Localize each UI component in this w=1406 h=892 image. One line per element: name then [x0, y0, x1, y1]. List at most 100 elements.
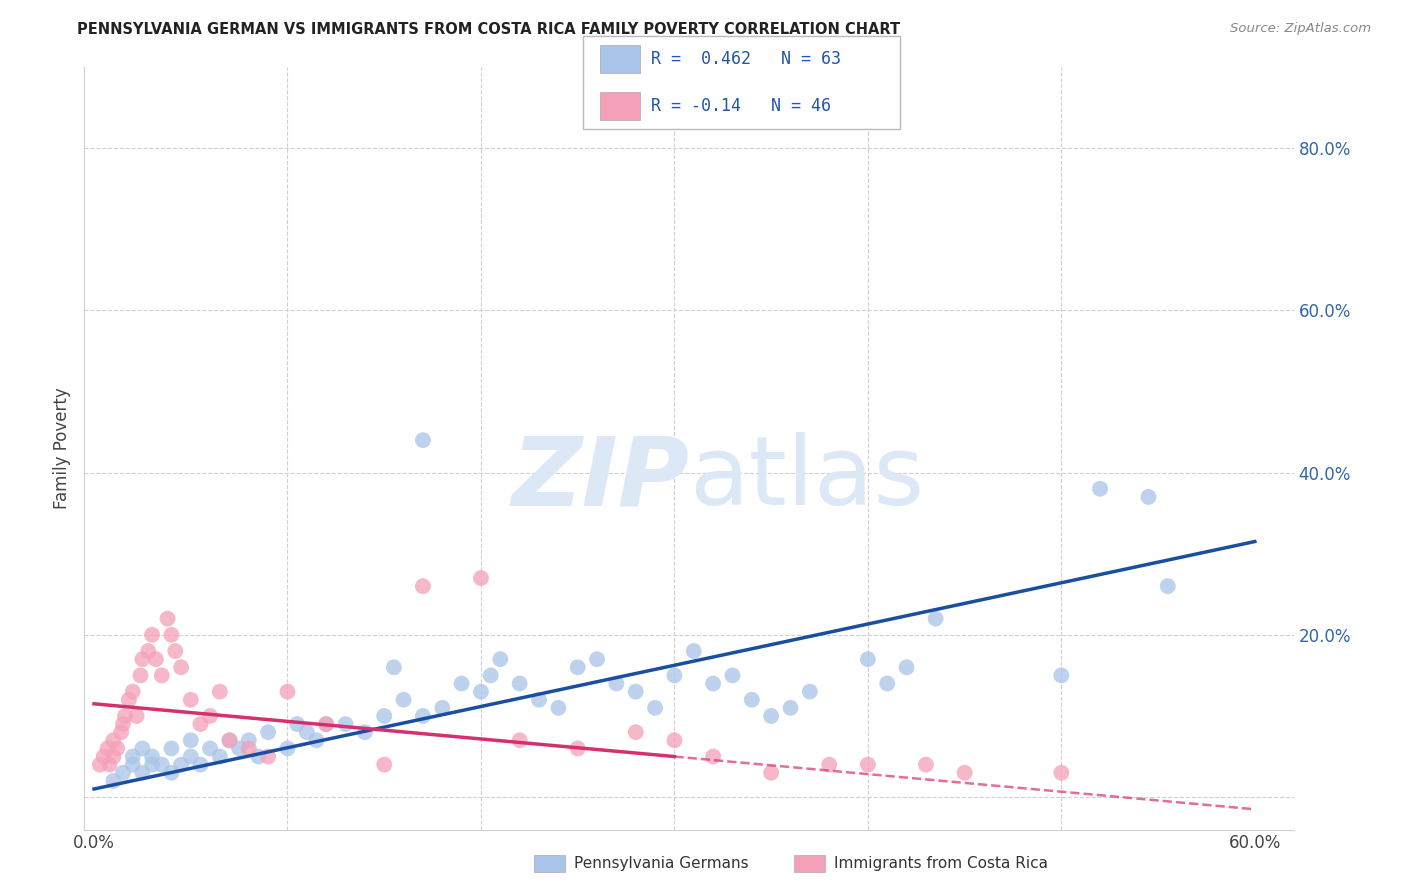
Point: [373, 709, 395, 723]
Point: [702, 676, 724, 690]
Point: [103, 749, 125, 764]
Point: [105, 741, 128, 756]
Point: [479, 668, 502, 682]
Point: [527, 692, 550, 706]
Point: [644, 701, 666, 715]
Point: [450, 676, 472, 690]
Point: [315, 717, 337, 731]
Point: [121, 749, 143, 764]
Point: [412, 579, 434, 593]
Point: [624, 725, 647, 739]
Point: [118, 692, 141, 706]
Point: [180, 749, 202, 764]
Point: [131, 741, 153, 756]
Point: [150, 668, 173, 682]
Point: [779, 701, 801, 715]
Point: [180, 692, 202, 706]
Point: [605, 676, 627, 690]
Point: [876, 676, 898, 690]
Point: [208, 749, 231, 764]
Point: [412, 709, 434, 723]
Point: [470, 571, 492, 585]
Point: [856, 757, 879, 772]
Point: [664, 733, 686, 747]
Point: [759, 709, 782, 723]
Point: [276, 741, 298, 756]
Point: [160, 628, 183, 642]
Point: [103, 733, 125, 747]
Point: [97, 741, 120, 756]
Point: [412, 433, 434, 447]
Point: [586, 652, 609, 666]
Point: [238, 741, 260, 756]
Point: [702, 749, 724, 764]
Point: [818, 757, 841, 772]
Point: [1088, 482, 1111, 496]
Point: [354, 725, 377, 739]
Point: [218, 733, 240, 747]
Point: [335, 717, 357, 731]
Point: [276, 684, 298, 698]
Point: [856, 652, 879, 666]
Point: [218, 733, 240, 747]
Point: [170, 660, 193, 674]
Point: [953, 765, 976, 780]
Point: [1157, 579, 1180, 593]
Text: Pennsylvania Germans: Pennsylvania Germans: [574, 856, 748, 871]
Point: [129, 668, 152, 682]
Point: [238, 733, 260, 747]
Point: [141, 628, 163, 642]
Point: [125, 709, 148, 723]
Point: [150, 757, 173, 772]
Point: [285, 717, 308, 731]
Point: [741, 692, 763, 706]
Point: [180, 733, 202, 747]
Text: atlas: atlas: [689, 433, 924, 525]
Point: [567, 660, 589, 674]
Point: [141, 757, 163, 772]
Point: [103, 773, 125, 788]
Point: [509, 733, 531, 747]
Point: [160, 765, 183, 780]
Point: [1050, 765, 1073, 780]
Point: [121, 684, 143, 698]
Point: [432, 701, 454, 715]
Point: [190, 717, 212, 731]
Point: [131, 652, 153, 666]
Point: [721, 668, 744, 682]
Point: [896, 660, 918, 674]
Point: [257, 725, 280, 739]
Point: [190, 757, 212, 772]
Point: [112, 717, 135, 731]
Y-axis label: Family Poverty: Family Poverty: [53, 387, 72, 509]
Point: [470, 684, 492, 698]
Text: R =  0.462   N = 63: R = 0.462 N = 63: [651, 50, 841, 68]
Point: [93, 749, 115, 764]
Point: [305, 733, 328, 747]
Point: [136, 644, 159, 658]
Point: [198, 741, 221, 756]
Point: [315, 717, 337, 731]
Point: [624, 684, 647, 698]
Point: [198, 709, 221, 723]
Point: [567, 741, 589, 756]
Text: ZIP: ZIP: [510, 433, 689, 525]
Point: [89, 757, 111, 772]
Point: [228, 741, 250, 756]
Point: [915, 757, 938, 772]
Point: [682, 644, 704, 658]
Point: [208, 684, 231, 698]
Point: [247, 749, 270, 764]
Point: [1050, 668, 1073, 682]
Point: [924, 612, 946, 626]
Point: [160, 741, 183, 756]
Point: [257, 749, 280, 764]
Point: [382, 660, 405, 674]
Point: [121, 757, 143, 772]
Text: Source: ZipAtlas.com: Source: ZipAtlas.com: [1230, 22, 1371, 36]
Point: [145, 652, 167, 666]
Point: [156, 612, 179, 626]
Point: [373, 757, 395, 772]
Text: R = -0.14   N = 46: R = -0.14 N = 46: [651, 97, 831, 115]
Point: [509, 676, 531, 690]
